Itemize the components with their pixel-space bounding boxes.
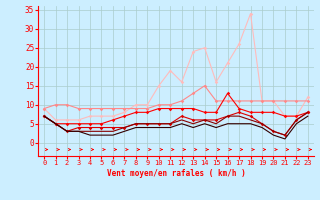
X-axis label: Vent moyen/en rafales ( km/h ): Vent moyen/en rafales ( km/h ) — [107, 169, 245, 178]
